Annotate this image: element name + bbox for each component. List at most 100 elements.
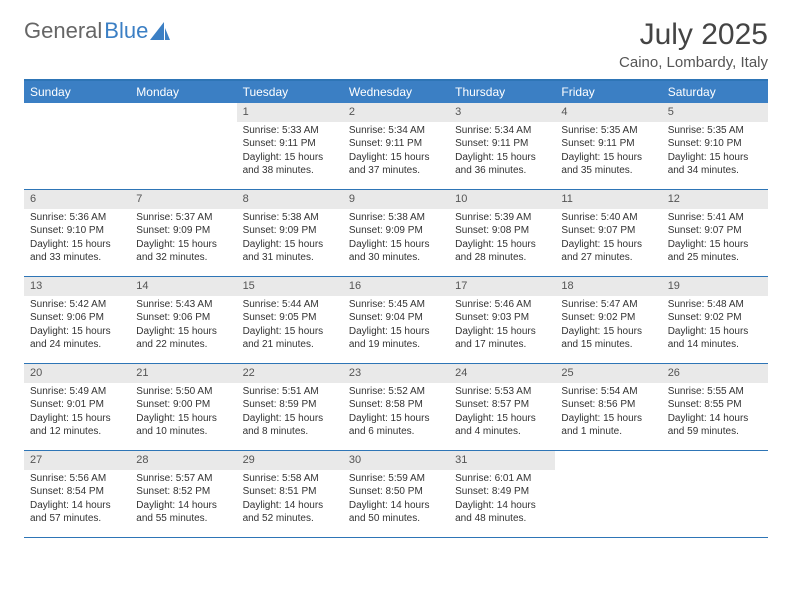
sunrise-text: Sunrise: 5:35 AM [668,124,762,138]
day-number: 13 [24,277,130,296]
weeks-container: 1Sunrise: 5:33 AMSunset: 9:11 PMDaylight… [24,103,768,538]
daylight-text-1: Daylight: 15 hours [668,151,762,165]
sunrise-text: Sunrise: 5:48 AM [668,298,762,312]
sunrise-text: Sunrise: 5:58 AM [243,472,337,486]
sunset-text: Sunset: 9:07 PM [561,224,655,238]
sunrise-text: Sunrise: 5:51 AM [243,385,337,399]
day-number: 6 [24,190,130,209]
daylight-text-2: and 28 minutes. [455,251,549,265]
daylight-text-1: Daylight: 15 hours [30,238,124,252]
day-number: 4 [555,103,661,122]
sunset-text: Sunset: 8:51 PM [243,485,337,499]
daylight-text-1: Daylight: 15 hours [455,151,549,165]
sunset-text: Sunset: 8:55 PM [668,398,762,412]
logo: General Blue [24,18,170,44]
daylight-text-2: and 21 minutes. [243,338,337,352]
calendar-cell: 23Sunrise: 5:52 AMSunset: 8:58 PMDayligh… [343,364,449,450]
daylight-text-2: and 32 minutes. [136,251,230,265]
sunset-text: Sunset: 8:59 PM [243,398,337,412]
calendar: SundayMondayTuesdayWednesdayThursdayFrid… [24,79,768,538]
sunset-text: Sunset: 8:57 PM [455,398,549,412]
day-number: 18 [555,277,661,296]
calendar-cell: 25Sunrise: 5:54 AMSunset: 8:56 PMDayligh… [555,364,661,450]
calendar-cell: 6Sunrise: 5:36 AMSunset: 9:10 PMDaylight… [24,190,130,276]
daylight-text-1: Daylight: 15 hours [136,412,230,426]
daylight-text-1: Daylight: 14 hours [136,499,230,513]
calendar-cell: 7Sunrise: 5:37 AMSunset: 9:09 PMDaylight… [130,190,236,276]
week-row: 6Sunrise: 5:36 AMSunset: 9:10 PMDaylight… [24,190,768,277]
daylight-text-1: Daylight: 15 hours [349,151,443,165]
cell-body: Sunrise: 5:59 AMSunset: 8:50 PMDaylight:… [343,470,449,530]
daylight-text-2: and 17 minutes. [455,338,549,352]
sunset-text: Sunset: 9:09 PM [243,224,337,238]
sunrise-text: Sunrise: 5:57 AM [136,472,230,486]
calendar-cell: 19Sunrise: 5:48 AMSunset: 9:02 PMDayligh… [662,277,768,363]
daylight-text-1: Daylight: 15 hours [668,238,762,252]
day-number: 10 [449,190,555,209]
daylight-text-2: and 30 minutes. [349,251,443,265]
daylight-text-1: Daylight: 14 hours [455,499,549,513]
calendar-cell: 28Sunrise: 5:57 AMSunset: 8:52 PMDayligh… [130,451,236,537]
calendar-cell: 12Sunrise: 5:41 AMSunset: 9:07 PMDayligh… [662,190,768,276]
sunrise-text: Sunrise: 5:47 AM [561,298,655,312]
daylight-text-1: Daylight: 15 hours [455,412,549,426]
sunrise-text: Sunrise: 5:40 AM [561,211,655,225]
daylight-text-2: and 12 minutes. [30,425,124,439]
daylight-text-2: and 55 minutes. [136,512,230,526]
sunrise-text: Sunrise: 5:43 AM [136,298,230,312]
daylight-text-1: Daylight: 15 hours [561,325,655,339]
cell-body: Sunrise: 5:44 AMSunset: 9:05 PMDaylight:… [237,296,343,356]
day-number: 11 [555,190,661,209]
cell-body: Sunrise: 5:36 AMSunset: 9:10 PMDaylight:… [24,209,130,269]
sunset-text: Sunset: 9:00 PM [136,398,230,412]
calendar-cell: 18Sunrise: 5:47 AMSunset: 9:02 PMDayligh… [555,277,661,363]
week-row: 13Sunrise: 5:42 AMSunset: 9:06 PMDayligh… [24,277,768,364]
daylight-text-2: and 19 minutes. [349,338,443,352]
day-number: 3 [449,103,555,122]
day-number: 30 [343,451,449,470]
sunset-text: Sunset: 9:11 PM [561,137,655,151]
location: Caino, Lombardy, Italy [619,54,768,71]
calendar-cell: 30Sunrise: 5:59 AMSunset: 8:50 PMDayligh… [343,451,449,537]
day-number: 15 [237,277,343,296]
day-number: 5 [662,103,768,122]
cell-body: Sunrise: 5:38 AMSunset: 9:09 PMDaylight:… [343,209,449,269]
calendar-cell: 14Sunrise: 5:43 AMSunset: 9:06 PMDayligh… [130,277,236,363]
daylight-text-1: Daylight: 15 hours [349,325,443,339]
sunset-text: Sunset: 8:54 PM [30,485,124,499]
day-header: Wednesday [343,81,449,103]
cell-body: Sunrise: 5:51 AMSunset: 8:59 PMDaylight:… [237,383,343,443]
calendar-cell: 10Sunrise: 5:39 AMSunset: 9:08 PMDayligh… [449,190,555,276]
daylight-text-2: and 4 minutes. [455,425,549,439]
daylight-text-1: Daylight: 14 hours [349,499,443,513]
calendar-cell: 11Sunrise: 5:40 AMSunset: 9:07 PMDayligh… [555,190,661,276]
day-number: 22 [237,364,343,383]
daylight-text-2: and 15 minutes. [561,338,655,352]
day-header: Tuesday [237,81,343,103]
day-number: 14 [130,277,236,296]
day-number: 27 [24,451,130,470]
cell-body: Sunrise: 5:34 AMSunset: 9:11 PMDaylight:… [449,122,555,182]
sunrise-text: Sunrise: 6:01 AM [455,472,549,486]
calendar-cell: 26Sunrise: 5:55 AMSunset: 8:55 PMDayligh… [662,364,768,450]
calendar-cell [24,103,130,189]
sunset-text: Sunset: 9:11 PM [349,137,443,151]
day-number: 20 [24,364,130,383]
daylight-text-1: Daylight: 15 hours [243,238,337,252]
calendar-cell: 16Sunrise: 5:45 AMSunset: 9:04 PMDayligh… [343,277,449,363]
calendar-cell: 27Sunrise: 5:56 AMSunset: 8:54 PMDayligh… [24,451,130,537]
sunrise-text: Sunrise: 5:37 AM [136,211,230,225]
logo-text-blue: Blue [104,18,170,44]
day-number: 8 [237,190,343,209]
calendar-cell: 3Sunrise: 5:34 AMSunset: 9:11 PMDaylight… [449,103,555,189]
sunset-text: Sunset: 9:01 PM [30,398,124,412]
calendar-cell [555,451,661,537]
daylight-text-1: Daylight: 15 hours [455,238,549,252]
day-number: 21 [130,364,236,383]
day-number: 24 [449,364,555,383]
daylight-text-2: and 10 minutes. [136,425,230,439]
daylight-text-1: Daylight: 14 hours [243,499,337,513]
day-header: Sunday [24,81,130,103]
day-number: 26 [662,364,768,383]
daylight-text-2: and 31 minutes. [243,251,337,265]
